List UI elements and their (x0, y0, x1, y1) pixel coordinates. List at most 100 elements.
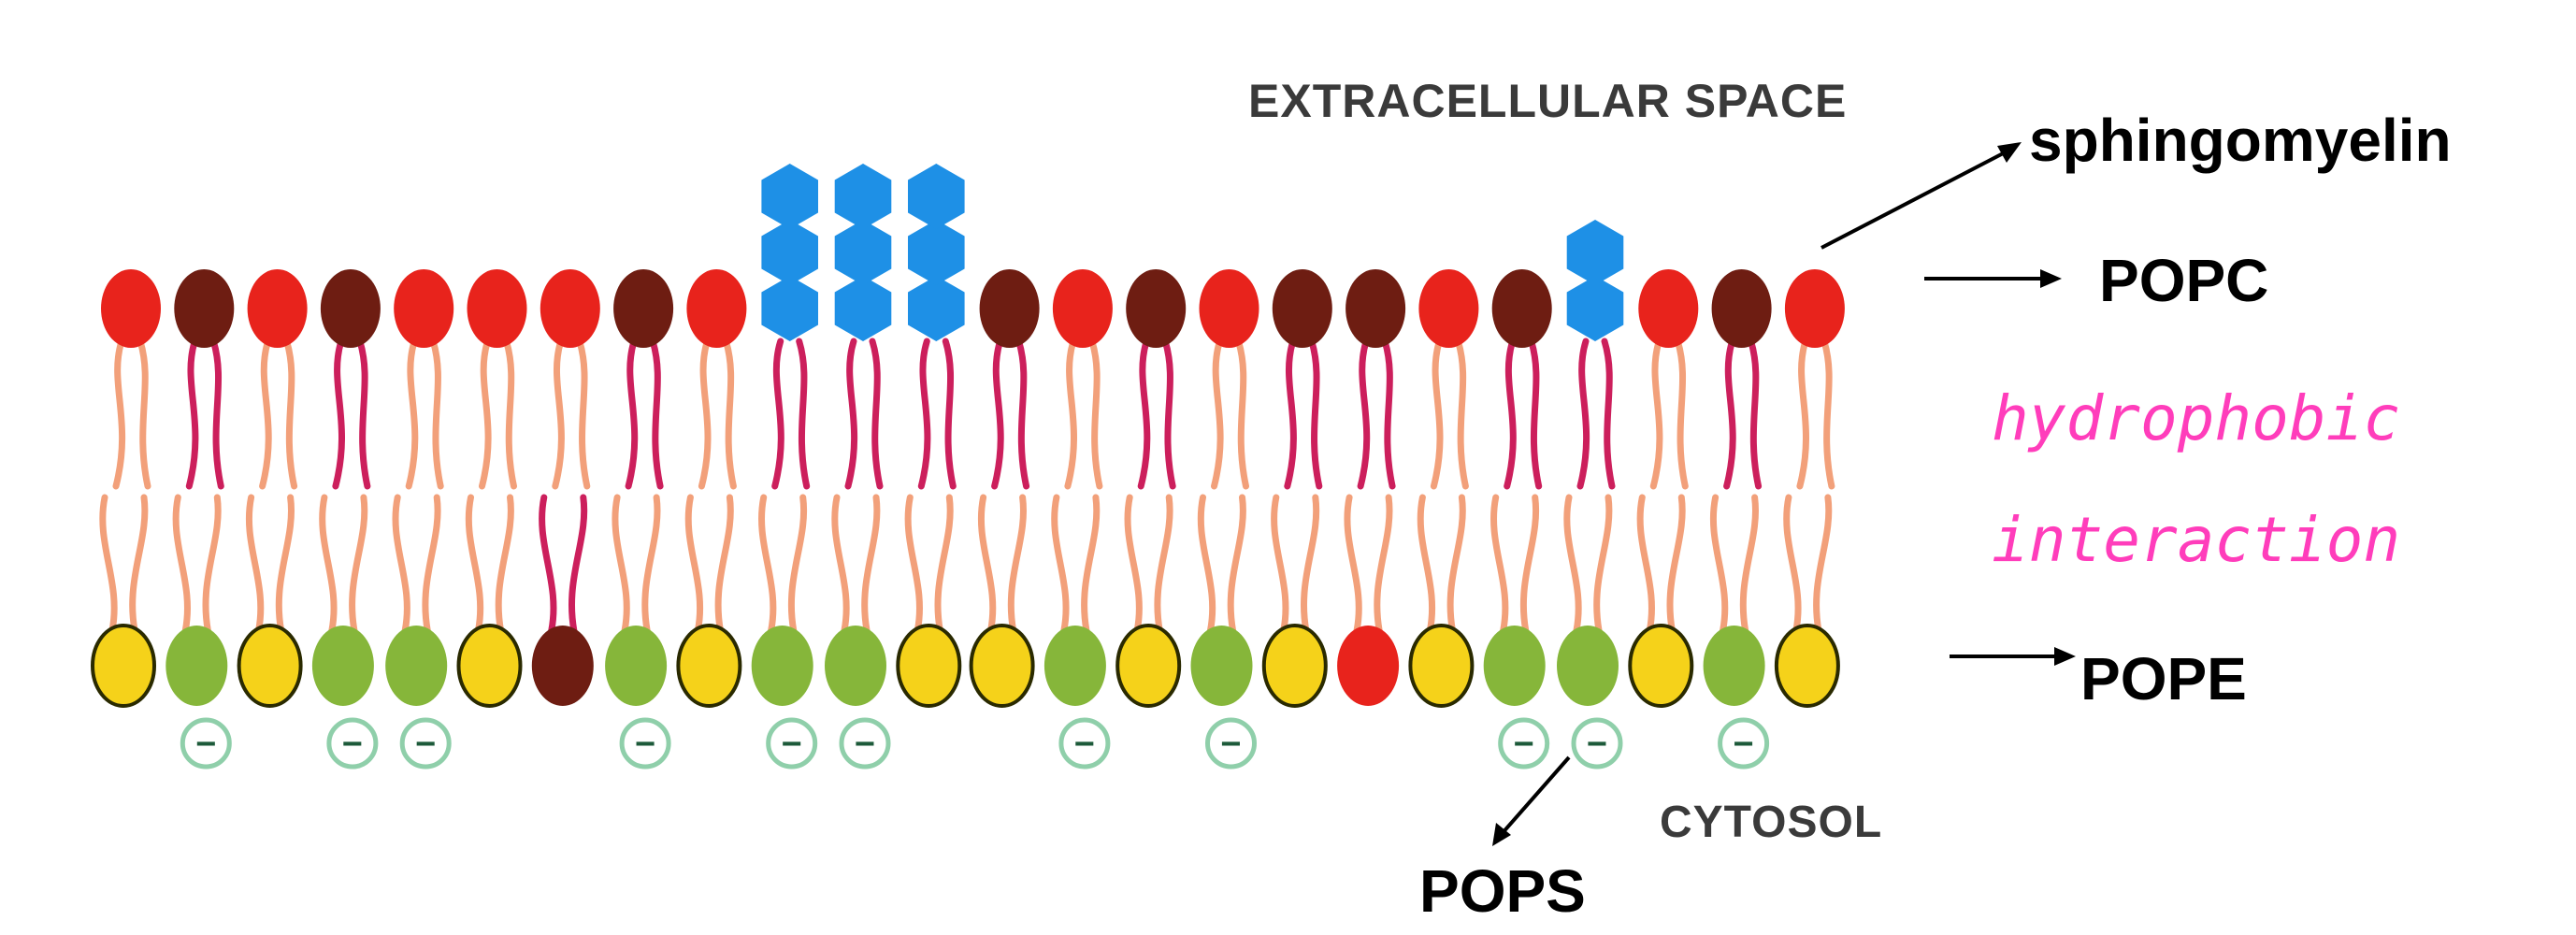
fatty-acid-tail (349, 494, 368, 634)
fatty-acid-tail (1636, 494, 1655, 634)
fatty-acid-tail (917, 338, 931, 490)
pops-head (1483, 626, 1546, 706)
sugar-hexagon (761, 164, 818, 229)
fatty-acid-tail (612, 494, 630, 634)
inner-lipid (91, 494, 156, 708)
popc-head (1199, 269, 1259, 348)
negative-charge-ring (326, 717, 379, 770)
popc-head (101, 269, 161, 348)
inner-lipid: − (605, 494, 671, 770)
outer-lipid (320, 269, 381, 490)
fatty-acid-tail (503, 338, 517, 490)
cytosol-label: CYTOSOL (1660, 798, 1882, 847)
sugar-hexagon (1566, 220, 1624, 285)
inner-lipid (531, 494, 594, 706)
popc-arrowhead (2040, 269, 2062, 288)
pope-head (1628, 624, 1694, 708)
fatty-acid-tail (1381, 338, 1396, 490)
fatty-acid-tail (1088, 338, 1103, 490)
fatty-acid-tail (758, 494, 777, 634)
fatty-acid-tail (1081, 494, 1101, 634)
negative-charge-ring (766, 717, 818, 770)
fatty-acid-tail (1430, 338, 1444, 490)
fatty-acid-tail (1666, 494, 1686, 634)
fatty-acid-tail (1739, 494, 1759, 634)
outer-lipid (1272, 269, 1332, 490)
inner-leaflet: − − − − − − − − − − − (91, 494, 1840, 770)
outer-lipid (1418, 269, 1479, 490)
fatty-acid-tail (1064, 338, 1077, 490)
outer-lipid (394, 269, 454, 490)
sugar-hexagon (908, 276, 965, 341)
sphingomyelin-head (1491, 269, 1552, 348)
outer-lipid (467, 269, 527, 490)
fatty-acid-tail (844, 338, 858, 490)
fatty-acid-tail (1528, 338, 1543, 490)
fatty-acid-tail (641, 494, 661, 634)
sphingomyelin-head (1126, 269, 1187, 348)
fatty-acid-tail (714, 494, 734, 634)
negative-charge-sign: − (415, 725, 436, 764)
fatty-acid-tail (861, 494, 881, 634)
negative-charge-sign: − (1587, 725, 1607, 764)
outer-lipid (1346, 269, 1406, 490)
sphingomyelin-arrow (1820, 148, 2011, 250)
outer-lipid (1199, 269, 1259, 490)
fatty-acid-tail (1446, 494, 1466, 634)
inner-lipid (1628, 494, 1694, 708)
sphingomyelin-head (979, 269, 1040, 348)
sugar-hexagon (834, 164, 892, 229)
fatty-acid-tail (1271, 494, 1289, 634)
inner-lipid: − (165, 494, 232, 770)
fatty-acid-tail (332, 338, 345, 490)
fatty-acid-tail (209, 338, 224, 490)
fatty-acid-tail (1417, 494, 1436, 634)
inner-lipid: − (385, 494, 452, 770)
outer-lipid (1711, 269, 1772, 490)
fatty-acid-tail (283, 338, 298, 490)
negative-charge-sign: − (195, 725, 216, 764)
fatty-acid-tail (112, 338, 126, 490)
outer-lipid (979, 269, 1040, 490)
popc-head (1337, 626, 1400, 706)
inner-lipid: − (1043, 494, 1111, 770)
fatty-acid-tail (1124, 494, 1143, 634)
pops-head (825, 626, 886, 706)
popc-head (686, 269, 747, 348)
inner-lipid (456, 494, 523, 708)
outer-lipid (686, 269, 747, 490)
hydrophobic-annotation: hydrophobic (1992, 382, 2400, 454)
pope-head (676, 624, 742, 708)
pops-head (605, 626, 668, 706)
fatty-acid-tail (1154, 494, 1173, 634)
fatty-acid-tail (185, 338, 199, 490)
sphingomyelin-head (174, 269, 235, 348)
fatty-acid-tail (137, 338, 151, 490)
negative-charge-sign: − (782, 725, 802, 764)
outer-lipid (1566, 220, 1624, 490)
inner-lipid (1337, 494, 1400, 706)
negative-charge-ring (619, 717, 671, 770)
negative-charge-ring (839, 717, 891, 770)
pope-head (896, 624, 962, 708)
fatty-acid-tail (1820, 338, 1835, 490)
fatty-acid-tail (787, 494, 808, 634)
inner-lipid: − (311, 494, 379, 770)
fatty-acid-tail (1813, 494, 1833, 634)
fatty-acid-tail (1519, 494, 1540, 634)
inner-lipid: − (1483, 494, 1550, 770)
inner-lipid (237, 494, 303, 708)
fatty-acid-tail (495, 494, 514, 634)
fatty-acid-tail (1137, 338, 1151, 490)
fatty-acid-tail (684, 494, 704, 634)
fatty-acid-tail (1051, 494, 1070, 634)
fatty-acid-tail (405, 338, 419, 490)
pops-head (751, 626, 813, 706)
pops-head (1703, 626, 1765, 706)
negative-charge-sign: − (1074, 725, 1095, 764)
outer-lipid (613, 269, 674, 490)
sphingomyelin-label: sphingomyelin (2029, 107, 2452, 174)
sugar-hexagon (834, 276, 892, 341)
fatty-acid-tail (1563, 494, 1582, 634)
popc-head (540, 269, 600, 348)
